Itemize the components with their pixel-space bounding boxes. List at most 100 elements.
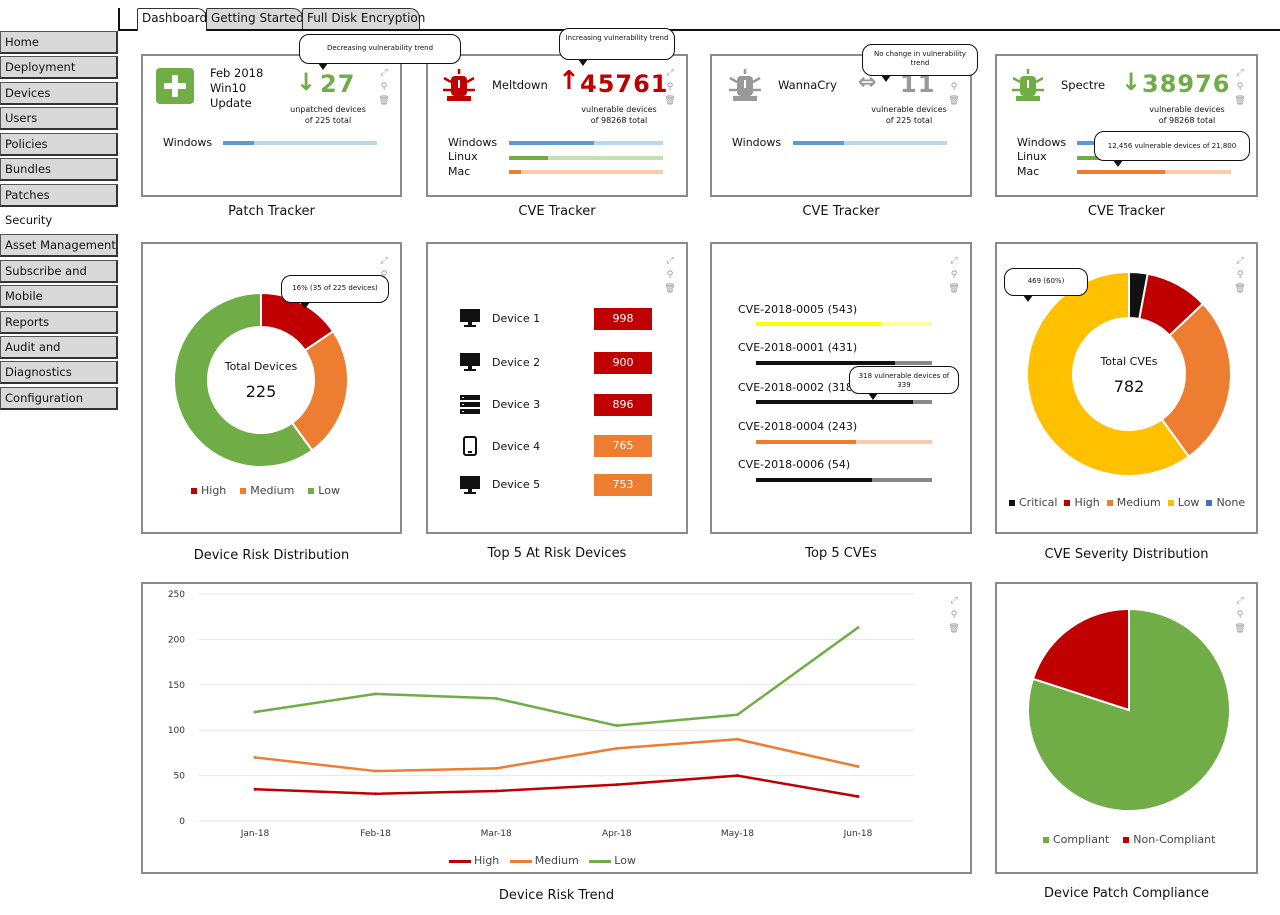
- expand-icon[interactable]: ⤢: [950, 596, 958, 606]
- sidebar-item-audit-and-messaging[interactable]: Audit and Messaging: [0, 336, 118, 375]
- pin-icon[interactable]: ⚲: [380, 82, 388, 92]
- risk-score-badge: 765: [594, 435, 652, 457]
- trash-icon[interactable]: 🗑: [378, 96, 390, 106]
- device-label[interactable]: Device 2: [492, 356, 541, 369]
- data-point-medium[interactable]: [856, 765, 860, 769]
- cve-bar-track: [756, 322, 932, 326]
- cve-item-label[interactable]: CVE-2018-0004 (243): [738, 420, 858, 433]
- data-point-high[interactable]: [735, 774, 739, 778]
- tab-full-disk-encryption[interactable]: Full Disk Encryption: [302, 8, 425, 29]
- expand-icon[interactable]: ⤢: [380, 256, 388, 266]
- risk-score-badge: 998: [594, 308, 652, 330]
- os-label: Windows: [1017, 136, 1067, 149]
- pie-slice-low[interactable]: [173, 292, 314, 468]
- trash-icon[interactable]: 🗑: [948, 96, 960, 106]
- expand-icon[interactable]: ⤢: [950, 256, 958, 266]
- pie-slice-non-compliant[interactable]: [1031, 608, 1130, 712]
- data-point-low[interactable]: [253, 710, 257, 714]
- trash-icon[interactable]: 🗑: [664, 96, 676, 106]
- sidebar-item-subscribe-and-share[interactable]: Subscribe and Share: [0, 260, 118, 299]
- pin-icon[interactable]: ⚲: [1236, 610, 1244, 620]
- sidebar-item-policies[interactable]: Policies: [0, 133, 118, 156]
- sidebar-item-devices[interactable]: Devices: [0, 82, 118, 105]
- card-tools: ⤢ ⚲ 🗑: [1234, 254, 1246, 296]
- pin-icon[interactable]: ⚲: [950, 270, 958, 280]
- tab-bar-baseline: [118, 29, 1280, 31]
- data-point-low[interactable]: [374, 692, 378, 696]
- expand-icon[interactable]: ⤢: [1236, 596, 1244, 606]
- sidebar-item-asset-management[interactable]: Asset Management: [0, 234, 118, 257]
- tab-getting-started[interactable]: Getting Started: [206, 8, 304, 29]
- sidebar-item-home[interactable]: Home: [0, 31, 118, 54]
- cve-subtext: vulnerable devices of 98268 total: [1149, 105, 1225, 125]
- tab-dashboard[interactable]: Dashboard: [137, 8, 207, 31]
- trash-icon[interactable]: 🗑: [1234, 624, 1246, 634]
- data-point-low[interactable]: [856, 626, 860, 630]
- data-point-high[interactable]: [856, 794, 860, 798]
- sidebar-item-configuration[interactable]: Configuration: [0, 387, 118, 410]
- sidebar-item-reports[interactable]: Reports: [0, 311, 118, 334]
- device-label[interactable]: Device 1: [492, 312, 541, 325]
- sidebar-item-bundles[interactable]: Bundles: [0, 158, 118, 181]
- pin-icon[interactable]: ⚲: [1236, 270, 1244, 280]
- expand-icon[interactable]: ⤢: [1236, 68, 1244, 78]
- expand-icon[interactable]: ⤢: [1236, 256, 1244, 266]
- pin-icon[interactable]: ⚲: [950, 610, 958, 620]
- os-bar-track: [509, 156, 663, 160]
- pin-icon[interactable]: ⚲: [950, 82, 958, 92]
- pin-icon[interactable]: ⚲: [1236, 82, 1244, 92]
- device-label[interactable]: Device 3: [492, 398, 541, 411]
- data-point-medium[interactable]: [615, 746, 619, 750]
- risk-distribution-caption: Device Risk Distribution: [193, 548, 350, 563]
- sidebar-item-security[interactable]: Security: [0, 209, 118, 232]
- expand-icon[interactable]: ⤢: [666, 68, 674, 78]
- data-point-medium[interactable]: [253, 755, 257, 759]
- expand-icon[interactable]: ⤢: [380, 68, 388, 78]
- sidebar-item-diagnostics[interactable]: Diagnostics: [0, 361, 118, 384]
- device-label[interactable]: Device 5: [492, 478, 541, 491]
- cve-name: Meltdown: [492, 78, 548, 92]
- trash-icon[interactable]: 🗑: [1234, 96, 1246, 106]
- card-tools: ⤢ ⚲ 🗑: [948, 254, 960, 296]
- data-point-medium[interactable]: [735, 737, 739, 741]
- data-point-medium[interactable]: [494, 766, 498, 770]
- cve-item-label[interactable]: CVE-2018-0006 (54): [738, 458, 851, 471]
- pin-icon[interactable]: ⚲: [380, 270, 388, 280]
- os-bar-track: [223, 141, 377, 145]
- trash-icon[interactable]: 🗑: [1234, 284, 1246, 294]
- data-point-high[interactable]: [494, 789, 498, 793]
- data-point-high[interactable]: [615, 783, 619, 787]
- data-point-medium[interactable]: [374, 769, 378, 773]
- series-line-high[interactable]: [254, 774, 859, 798]
- pie-slice-medium[interactable]: [1160, 302, 1231, 459]
- card-tools: ⤢ ⚲ 🗑: [378, 66, 390, 108]
- arrow-left-right-icon: ⇔: [858, 70, 877, 95]
- series-line-medium[interactable]: [254, 738, 859, 773]
- pin-icon[interactable]: ⚲: [666, 270, 674, 280]
- monitor-icon: [460, 309, 480, 327]
- pin-icon[interactable]: ⚲: [666, 82, 674, 92]
- os-bar-fill: [509, 156, 548, 160]
- sidebar-item-mobile-management[interactable]: Mobile Management: [0, 285, 118, 324]
- trash-icon[interactable]: 🗑: [948, 624, 960, 634]
- cve-item-label[interactable]: CVE-2018-0002 (318): [738, 381, 858, 394]
- pie-slice-low[interactable]: [1027, 272, 1191, 476]
- os-label: Linux: [1017, 150, 1047, 163]
- sidebar-item-deployment[interactable]: Deployment: [0, 56, 118, 79]
- data-point-high[interactable]: [253, 787, 257, 791]
- cve-item-label[interactable]: CVE-2018-0001 (431): [738, 341, 858, 354]
- sidebar-item-patches[interactable]: Patches: [0, 184, 118, 207]
- trash-icon[interactable]: 🗑: [948, 284, 960, 294]
- data-point-high[interactable]: [374, 792, 378, 796]
- cve-item-label[interactable]: CVE-2018-0005 (543): [738, 303, 858, 316]
- compliance-pie-chart: [1027, 608, 1231, 812]
- legend-item-compliant: Compliant: [1043, 833, 1109, 846]
- data-point-low[interactable]: [615, 724, 619, 728]
- data-point-low[interactable]: [735, 713, 739, 717]
- sidebar-item-users[interactable]: Users: [0, 107, 118, 130]
- data-point-low[interactable]: [494, 696, 498, 700]
- expand-icon[interactable]: ⤢: [666, 256, 674, 266]
- trash-icon[interactable]: 🗑: [664, 284, 676, 294]
- series-line-low[interactable]: [254, 626, 859, 727]
- device-label[interactable]: Device 4: [492, 440, 541, 453]
